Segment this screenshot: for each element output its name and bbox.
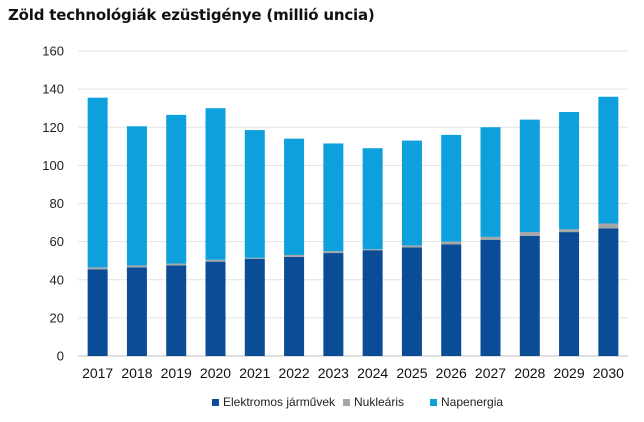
bar-segment <box>126 265 147 268</box>
bar-segment <box>166 114 187 264</box>
bar-segment <box>205 261 226 356</box>
bar-segment <box>362 249 383 251</box>
bar-segment <box>323 251 344 254</box>
bar-segment <box>205 259 226 262</box>
x-tick-label: 2025 <box>396 365 427 381</box>
x-tick-label: 2029 <box>553 365 584 381</box>
bar-segment <box>126 126 147 266</box>
bar-segment <box>284 254 305 257</box>
bar-segment <box>401 245 422 248</box>
bar-segment <box>323 143 344 252</box>
bar-segment <box>519 235 540 356</box>
bar-segment <box>126 267 147 356</box>
x-tick-label: 2023 <box>318 365 349 381</box>
y-tick-label: 80 <box>50 196 64 211</box>
bar-segment <box>244 130 265 258</box>
bar-segment <box>362 148 383 250</box>
bar-segment <box>166 263 187 266</box>
bar-segment <box>441 241 462 245</box>
x-tick-label: 2026 <box>436 365 467 381</box>
bar-segment <box>284 256 305 356</box>
y-tick-label: 120 <box>42 120 64 135</box>
bar-segment <box>401 140 422 246</box>
x-tick-label: 2020 <box>200 365 231 381</box>
x-tick-label: 2022 <box>278 365 309 381</box>
x-tick-label: 2027 <box>475 365 506 381</box>
bar-segment <box>441 244 462 356</box>
bar-segment <box>284 138 305 255</box>
bar-segment <box>559 232 580 356</box>
y-tick-label: 40 <box>50 272 64 287</box>
bar-segment <box>559 229 580 233</box>
x-tick-label: 2030 <box>593 365 624 381</box>
chart-title: Zöld technológiák ezüstigénye (millió un… <box>8 6 375 24</box>
legend-label: Elektromos járművek <box>223 395 336 409</box>
y-tick-label: 0 <box>57 349 64 364</box>
bar-segment <box>205 108 226 260</box>
bar-segment <box>87 97 108 268</box>
x-tick-label: 2018 <box>121 365 152 381</box>
bar-segment <box>480 127 501 237</box>
bar-segment <box>480 239 501 356</box>
bar-segment <box>519 232 540 236</box>
x-tick-label: 2021 <box>239 365 270 381</box>
legend-swatch <box>212 399 219 406</box>
bar-segment <box>244 257 265 259</box>
legend-label: Napenergia <box>441 395 503 409</box>
bar-segment <box>598 228 619 356</box>
bar-segment <box>441 134 462 242</box>
x-tick-label: 2024 <box>357 365 388 381</box>
y-tick-label: 160 <box>42 44 64 59</box>
y-tick-label: 20 <box>50 310 64 325</box>
bar-segment <box>87 267 108 270</box>
x-tick-label: 2017 <box>82 365 113 381</box>
x-tick-label: 2019 <box>161 365 192 381</box>
bar-segment <box>166 265 187 356</box>
bar-segment <box>598 223 619 229</box>
bar-segment <box>244 258 265 356</box>
legend-swatch <box>343 399 350 406</box>
bar-segment <box>87 269 108 356</box>
bar-segment <box>519 119 540 233</box>
y-tick-label: 140 <box>42 82 64 97</box>
legend-label: Nukleáris <box>354 395 404 409</box>
bar-segment <box>401 247 422 356</box>
bar-segment <box>480 236 501 240</box>
y-tick-label: 60 <box>50 234 64 249</box>
bar-segment <box>323 253 344 356</box>
bar-segment <box>559 112 580 230</box>
x-tick-label: 2028 <box>514 365 545 381</box>
legend-swatch <box>430 399 437 406</box>
bar-segment <box>362 250 383 356</box>
bar-segment <box>598 96 619 224</box>
y-tick-label: 100 <box>42 158 64 173</box>
